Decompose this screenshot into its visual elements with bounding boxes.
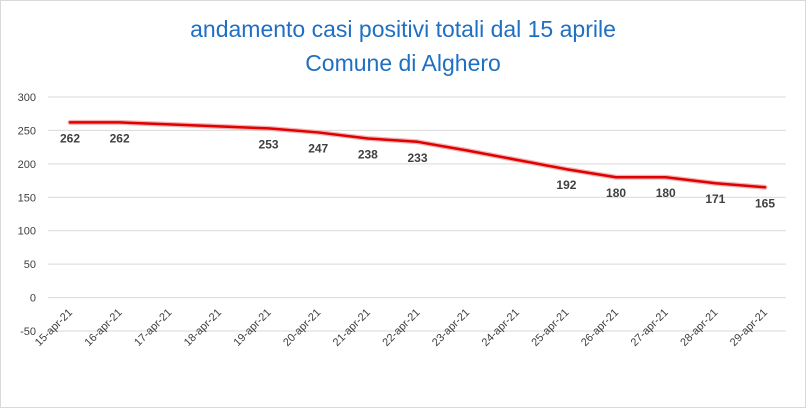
x-tick-label: 28-apr-21: [678, 307, 720, 349]
x-tick-label: 17-apr-21: [132, 307, 174, 349]
data-label: 262: [60, 131, 80, 145]
y-tick-label: 200: [18, 159, 36, 171]
data-label: 253: [259, 137, 279, 151]
data-label: 262: [110, 131, 130, 145]
x-tick-label: 22-apr-21: [380, 307, 422, 349]
y-tick-label: 50: [24, 259, 36, 271]
data-label: 180: [656, 186, 676, 200]
series-line-path: [68, 121, 767, 189]
data-labels: 262 262 253 247 238 233 192 180 180 171 165: [60, 131, 775, 210]
y-tick-label: -50: [20, 326, 36, 338]
data-label: 238: [358, 147, 378, 161]
data-label: 171: [705, 192, 725, 206]
data-label: 233: [407, 151, 427, 165]
x-tick-label: 24-apr-21: [480, 307, 522, 349]
x-axis-ticks: 15-apr-21 16-apr-21 17-apr-21 18-apr-21 19-a…: [33, 307, 770, 349]
x-tick-label: 16-apr-21: [83, 307, 125, 349]
y-tick-label: 250: [18, 125, 36, 137]
y-axis-ticks: -50 0 50 100 150 200 250 300: [18, 92, 36, 338]
chart-title: andamento casi positivi totali dal 15 ap…: [190, 16, 616, 42]
grid-lines: [48, 96, 786, 332]
data-label: 192: [556, 178, 576, 192]
data-label: 180: [606, 186, 626, 200]
x-tick-label: 23-apr-21: [430, 307, 472, 349]
x-tick-label: 18-apr-21: [182, 307, 224, 349]
data-label: 247: [308, 141, 328, 155]
x-tick-label: 27-apr-21: [629, 307, 671, 349]
y-tick-label: 0: [30, 293, 36, 305]
x-tick-label: 15-apr-21: [33, 307, 75, 349]
x-tick-label: 21-apr-21: [331, 307, 373, 349]
chart-subtitle: Comune di Alghero: [305, 50, 501, 76]
x-tick-label: 20-apr-21: [281, 307, 323, 349]
x-tick-label: 19-apr-21: [231, 307, 273, 349]
y-tick-label: 300: [18, 92, 36, 104]
x-tick-label: 26-apr-21: [579, 307, 621, 349]
x-tick-label: 29-apr-21: [728, 307, 770, 349]
series-line: [67, 119, 768, 190]
y-tick-label: 100: [18, 226, 36, 238]
data-label: 165: [755, 196, 775, 210]
x-tick-label: 25-apr-21: [529, 307, 571, 349]
y-tick-label: 150: [18, 192, 36, 204]
